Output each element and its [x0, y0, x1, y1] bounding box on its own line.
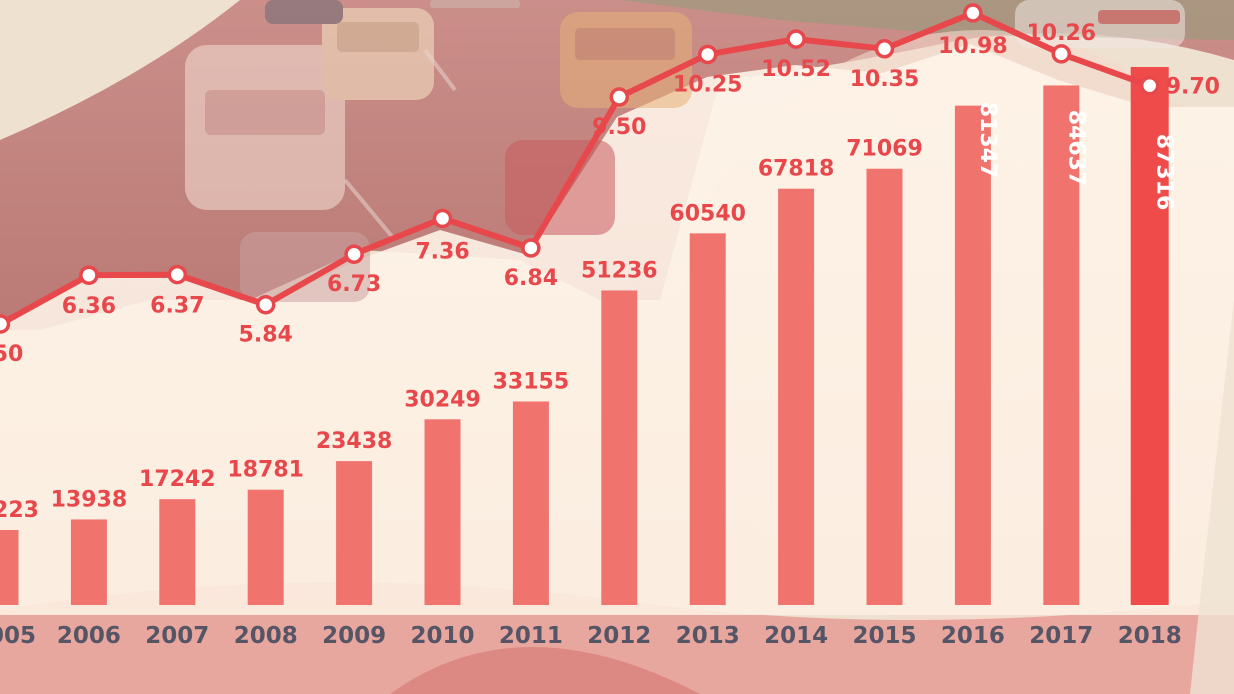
bar-2009: [336, 461, 373, 605]
line-point-2018: [1139, 75, 1160, 96]
bar-value-label-2007: 17242: [139, 467, 216, 492]
line-value-label-2012: 9.50: [592, 115, 646, 140]
line-value-label-2015: 10.35: [850, 67, 920, 92]
x-tick-label-2018: 2018: [1118, 623, 1182, 649]
line-value-label-2013: 10.25: [673, 72, 743, 97]
bar-2006: [70, 519, 107, 605]
x-tick-label-2005: 005: [0, 623, 36, 649]
x-axis: 005 2006 2007 2008 2009 2010 2011 2012 2013 2014 2…: [0, 623, 1182, 649]
line-path: [0, 10, 1153, 327]
bar-value-label-2008: 18781: [227, 458, 304, 483]
bar-value-label-2009: 23438: [316, 429, 393, 454]
bar-value-label-2013: 60540: [669, 201, 746, 226]
line-point-2012: [609, 87, 630, 107]
line-value-label-2009: 6.73: [327, 272, 381, 297]
line-value-label-2008: 5.84: [239, 323, 293, 348]
bar-2013: [689, 233, 726, 605]
line-series: [0, 3, 1160, 334]
bar-2016: [954, 105, 991, 605]
line-value-label-2017: 10.26: [1027, 21, 1097, 46]
bar-2005: [0, 529, 19, 605]
bar-value-label-2011: 33155: [493, 369, 570, 394]
line-point-2005: [0, 314, 11, 334]
x-tick-label-2012: 2012: [587, 623, 651, 649]
line-point-2017: [1051, 44, 1072, 64]
line-value-label-2010: 7.36: [415, 239, 469, 264]
bar-2010: [424, 419, 461, 605]
x-tick-label-2007: 2007: [145, 623, 209, 649]
line-point-2015: [874, 39, 895, 59]
bar-2011: [512, 401, 549, 605]
bar-2017: [1043, 85, 1080, 605]
line-point-2010: [432, 208, 453, 229]
x-tick-label-2011: 2011: [499, 623, 563, 649]
bar-2014: [778, 188, 815, 606]
line-point-2014: [786, 29, 806, 49]
line-value-labels: 50 6.36 6.37 5.84 6.73 7.36 6.84 9.50 10.25 10.52…: [0, 21, 1220, 367]
bar-value-label-2010: 30249: [404, 387, 481, 412]
x-tick-label-2016: 2016: [941, 623, 1005, 649]
bar-value-label-2017: 84637: [1063, 110, 1088, 187]
bar-value-label-2006: 13938: [51, 487, 128, 512]
bar-2007: [159, 499, 196, 605]
x-tick-label-2006: 2006: [57, 623, 121, 649]
x-tick-label-2014: 2014: [764, 623, 828, 649]
bar-2008: [247, 489, 284, 605]
line-value-label-2016: 10.98: [938, 34, 1008, 59]
line-value-label-2006: 6.36: [62, 294, 116, 319]
bar-value-label-2015: 71069: [846, 137, 923, 162]
x-tick-label-2010: 2010: [410, 623, 474, 649]
bar-value-label-2014: 67818: [758, 157, 835, 182]
x-tick-label-2017: 2017: [1029, 623, 1093, 649]
line-point-2006: [79, 265, 99, 285]
line-value-label-2014: 10.52: [761, 57, 831, 82]
x-tick-label-2013: 2013: [676, 623, 740, 649]
bar-value-label-2018: 87316: [1152, 134, 1177, 211]
line-value-label-2018: 9.70: [1166, 75, 1220, 100]
line-point-2013: [697, 44, 718, 65]
line-point-2011: [521, 238, 541, 258]
line-value-label-2007: 6.37: [150, 294, 204, 319]
bar-value-label-2005: 223: [0, 498, 39, 523]
line-point-2009: [344, 244, 364, 264]
bar-2018: [1130, 67, 1169, 605]
bar-2012: [601, 290, 638, 605]
line-point-2008: [255, 294, 276, 315]
line-value-label-2005: 50: [0, 342, 23, 367]
x-tick-label-2009: 2009: [322, 623, 386, 649]
bar-series: [0, 67, 1169, 606]
bar-value-label-2012: 51236: [581, 258, 658, 283]
bar-value-labels: 223 13938 17242 18781 23438 30249 33155 51236 60…: [0, 102, 1177, 523]
bar-value-label-2016: 81347: [975, 102, 1000, 179]
line-value-label-2011: 6.84: [504, 266, 558, 291]
x-tick-label-2008: 2008: [234, 623, 298, 649]
bar-2015: [866, 168, 903, 606]
x-tick-label-2015: 2015: [852, 623, 916, 649]
line-point-2007: [167, 264, 188, 285]
line-point-2016: [963, 3, 983, 23]
